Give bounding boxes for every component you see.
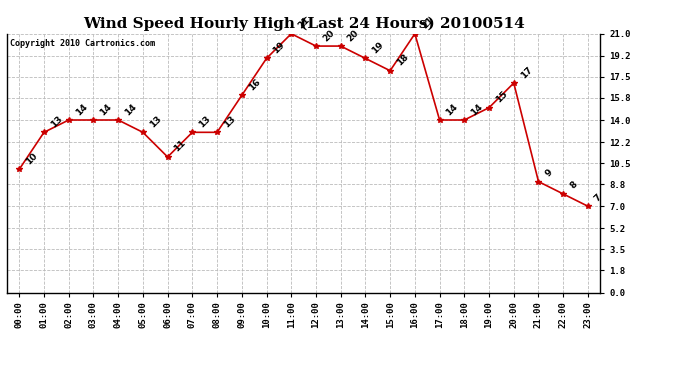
Text: 13: 13 (222, 114, 237, 129)
Text: 14: 14 (99, 102, 114, 117)
Text: 10: 10 (24, 151, 39, 166)
Text: 14: 14 (74, 102, 89, 117)
Text: 11: 11 (172, 139, 188, 154)
Text: 14: 14 (123, 102, 139, 117)
Text: 14: 14 (444, 102, 460, 117)
Text: 15: 15 (494, 89, 509, 105)
Text: 13: 13 (49, 114, 64, 129)
Text: 20: 20 (321, 28, 336, 43)
Text: 20: 20 (346, 28, 361, 43)
Text: 16: 16 (247, 77, 262, 92)
Text: 7: 7 (593, 192, 604, 203)
Text: 19: 19 (271, 40, 287, 56)
Text: 21: 21 (420, 15, 435, 31)
Text: 9: 9 (544, 168, 554, 178)
Text: 14: 14 (469, 102, 484, 117)
Title: Wind Speed Hourly High (Last 24 Hours) 20100514: Wind Speed Hourly High (Last 24 Hours) 2… (83, 17, 524, 31)
Text: 13: 13 (197, 114, 213, 129)
Text: Copyright 2010 Cartronics.com: Copyright 2010 Cartronics.com (10, 39, 155, 48)
Text: 8: 8 (568, 180, 579, 191)
Text: 13: 13 (148, 114, 163, 129)
Text: 17: 17 (519, 64, 534, 80)
Text: 18: 18 (395, 53, 411, 68)
Text: 19: 19 (371, 40, 386, 56)
Text: 21: 21 (296, 15, 311, 31)
